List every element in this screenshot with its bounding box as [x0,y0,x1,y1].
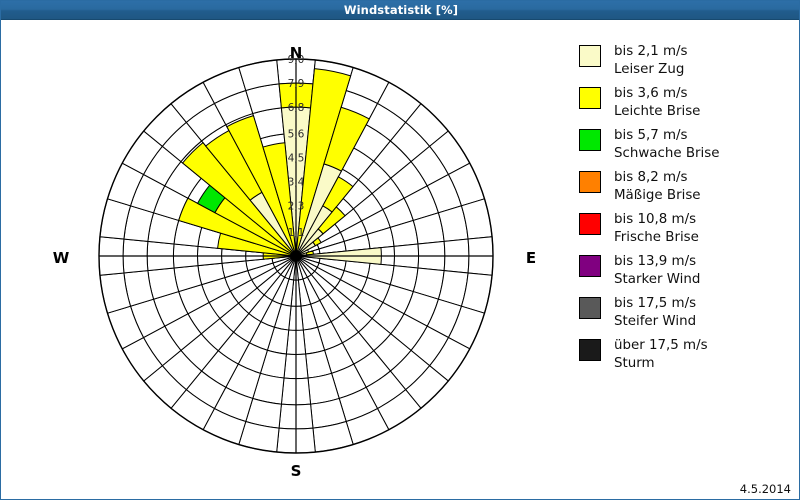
legend-item: bis 5,7 m/s Schwache Brise [579,127,794,162]
legend: bis 2,1 m/s Leiser Zug bis 3,6 m/s Leich… [579,43,794,379]
legend-name-label: Sturm [614,355,655,371]
compass-label-west: W [53,249,70,267]
wind-rose-petal-segment [181,141,297,257]
radial-tick-label: 9,0 [288,54,305,66]
compass-labels: N E S W [53,44,536,480]
wind-rose-plot: 1,1 2,3 3,4 4,5 5,6 6,8 7,9 9,0 N E S W [1,21,561,499]
wind-rose-petal-segment [317,206,346,235]
polar-axes [98,58,494,454]
legend-item-texts: über 17,5 m/s Sturm [614,337,708,372]
radial-tick-label: 5,6 [288,128,305,140]
wind-rose-petal-segment [295,68,352,257]
legend-speed-label: bis 17,5 m/s [614,296,697,311]
legend-item: bis 17,5 m/s Steifer Wind [579,295,794,330]
radial-tick-label: 4,5 [288,153,305,165]
radial-tick-label: 7,9 [288,78,305,90]
legend-item-texts: bis 3,6 m/s Leichte Brise [614,85,700,120]
window-title: Windstatistik [%] [343,3,459,17]
legend-swatch-leichte-brise [579,87,601,109]
compass-label-south: S [291,462,302,480]
window-titlebar: Windstatistik [%] [1,1,799,20]
radial-tick-labels: 1,1 2,3 3,4 4,5 5,6 6,8 7,9 9,0 [288,54,305,239]
legend-item: bis 8,2 m/s Mäßige Brise [579,169,794,204]
legend-swatch-steifer-wind [579,297,601,319]
radial-tick-label: 3,4 [288,177,305,189]
legend-item-texts: bis 2,1 m/s Leiser Zug [614,43,688,78]
legend-item-texts: bis 17,5 m/s Steifer Wind [614,295,696,330]
legend-item-texts: bis 8,2 m/s Mäßige Brise [614,169,701,204]
compass-label-north: N [290,44,303,62]
wind-rose-chart: 1,1 2,3 3,4 4,5 5,6 6,8 7,9 9,0 N E S W [53,44,536,480]
legend-swatch-maessige-brise [579,171,601,193]
radial-tick-label: 6,8 [288,102,305,114]
footer-date: 4.5.2014 [739,482,791,496]
legend-speed-label: bis 3,6 m/s [614,86,688,101]
legend-swatch-starker-wind [579,255,601,277]
legend-name-label: Schwache Brise [614,145,720,161]
wind-rose-petal-segment [262,142,297,257]
compass-label-east: E [526,249,536,267]
legend-item: bis 2,1 m/s Leiser Zug [579,43,794,78]
legend-name-label: Leiser Zug [614,61,685,77]
wind-rose-petal-segment [226,115,297,257]
legend-swatch-leiser-zug [579,45,601,67]
legend-item-texts: bis 5,7 m/s Schwache Brise [614,127,719,162]
outer-ring [98,58,494,454]
legend-name-label: Starker Wind [614,271,701,287]
wind-rose-petal-segment [312,237,322,247]
legend-speed-label: über 17,5 m/s [614,338,708,353]
legend-name-label: Leichte Brise [614,103,701,119]
legend-item-texts: bis 13,9 m/s Starker Wind [614,253,700,288]
wind-rose-petal-segment [178,197,297,257]
legend-name-label: Frische Brise [614,229,699,245]
legend-speed-label: bis 8,2 m/s [614,170,688,185]
legend-swatch-schwache-brise [579,129,601,151]
radial-tick-label: 1,1 [288,227,305,239]
legend-speed-label: bis 13,9 m/s [614,254,697,269]
legend-swatch-sturm [579,339,601,361]
legend-item: bis 13,9 m/s Starker Wind [579,253,794,288]
legend-item: bis 10,8 m/s Frische Brise [579,211,794,246]
radial-tick-label: 2,3 [288,201,305,213]
legend-speed-label: bis 10,8 m/s [614,212,697,227]
legend-speed-label: bis 2,1 m/s [614,44,688,59]
legend-item: über 17,5 m/s Sturm [579,337,794,372]
legend-swatch-frische-brise [579,213,601,235]
legend-speed-label: bis 5,7 m/s [614,128,688,143]
wind-rose-petal-segment [323,106,370,172]
legend-item-texts: bis 10,8 m/s Frische Brise [614,211,699,246]
legend-name-label: Mäßige Brise [614,187,701,203]
legend-name-label: Steifer Wind [614,313,697,329]
polar-grid [98,58,494,454]
legend-item: bis 3,6 m/s Leichte Brise [579,85,794,120]
